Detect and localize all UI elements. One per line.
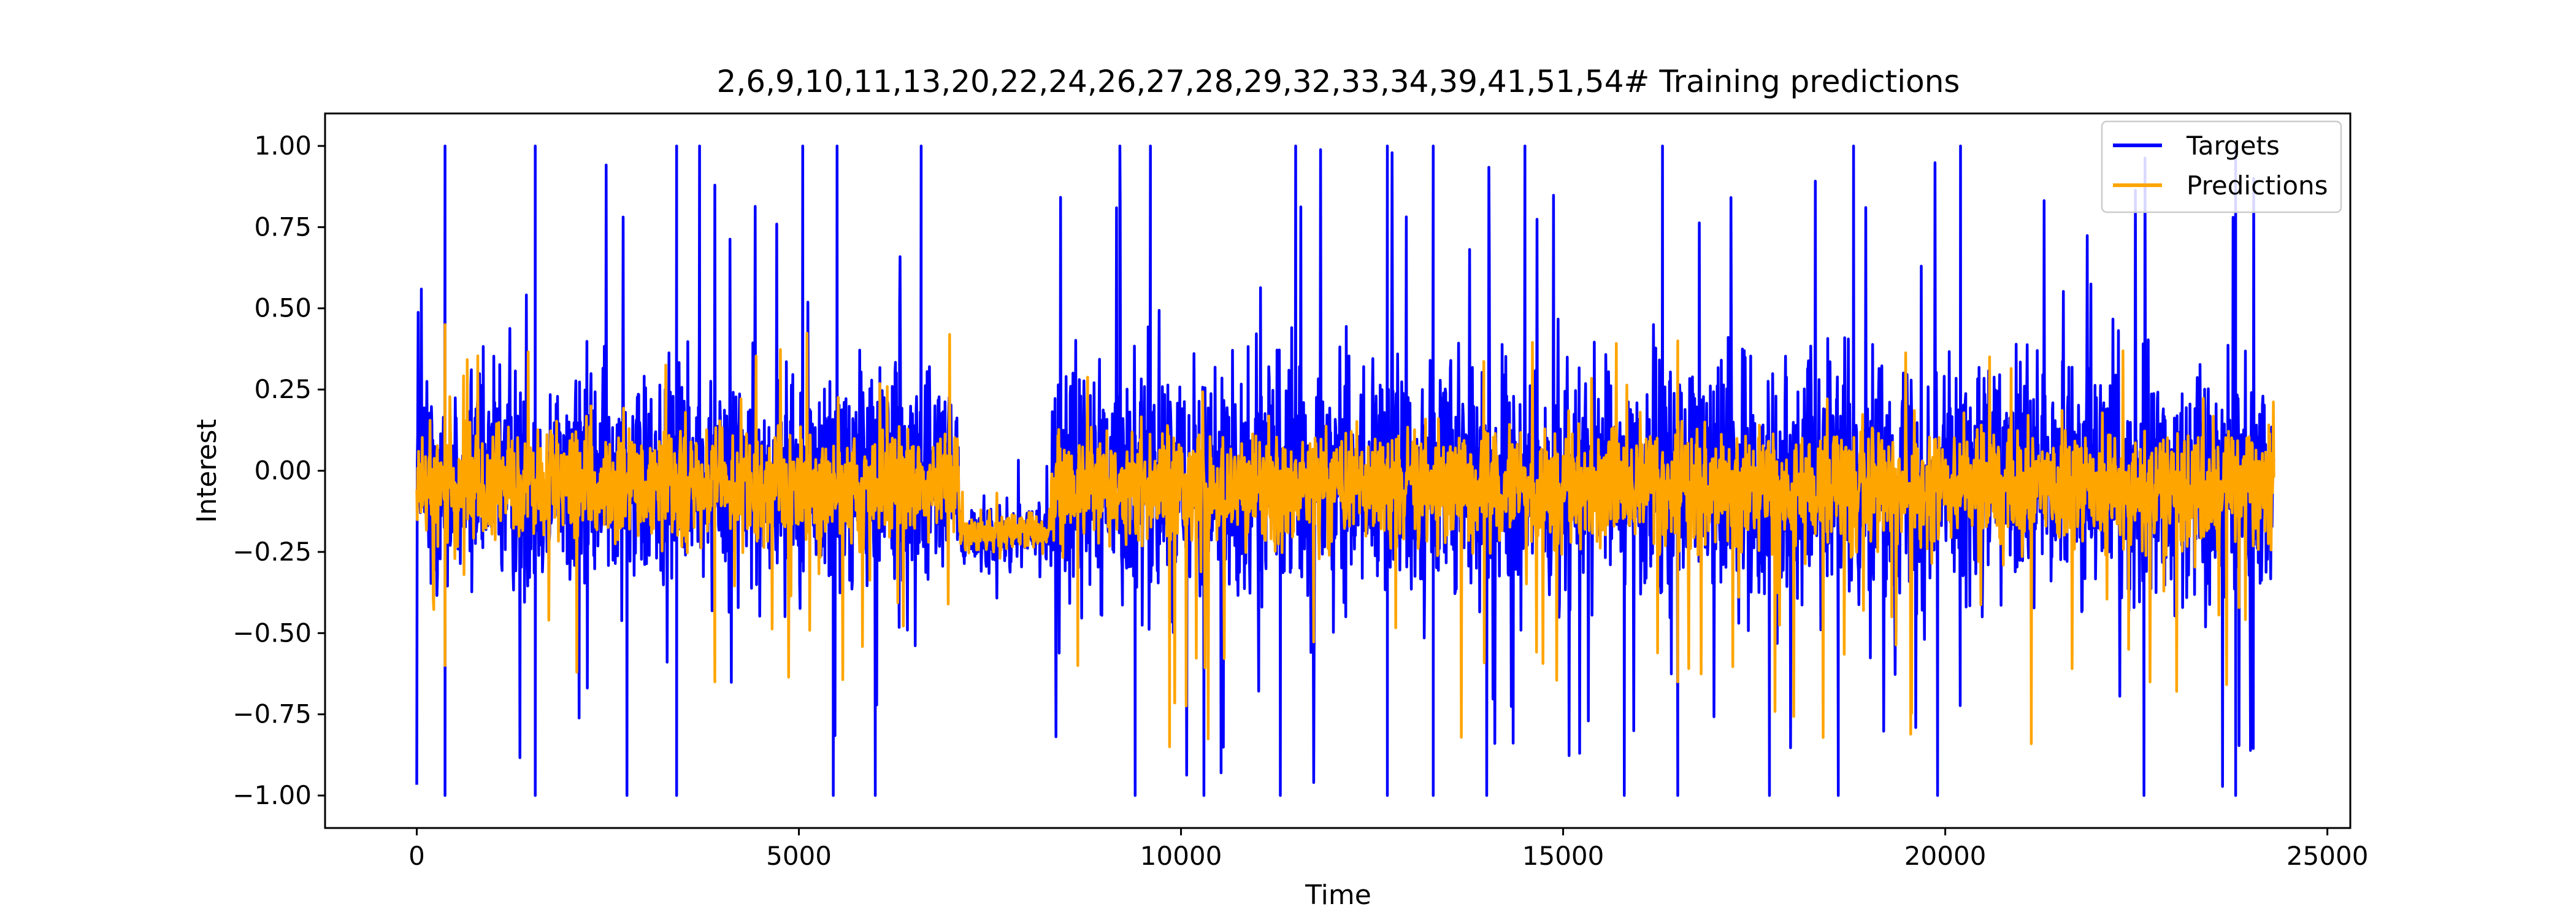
chart-title: 2,6,9,10,11,13,20,22,24,26,27,28,29,32,3… bbox=[717, 64, 1960, 99]
y-tick-label: 0.75 bbox=[254, 212, 312, 242]
x-tick-label: 25000 bbox=[2287, 841, 2369, 871]
y-tick-label: −0.75 bbox=[232, 699, 312, 729]
legend-label-predictions: Predictions bbox=[2187, 171, 2328, 201]
x-tick-label: 0 bbox=[408, 841, 425, 871]
y-tick-label: −1.00 bbox=[232, 780, 312, 810]
y-axis: −1.00 −0.75 −0.50 −0.25 0.00 0.25 0.50 0.75 1.00 bbox=[232, 131, 325, 810]
x-tick-label: 20000 bbox=[1904, 841, 1987, 871]
x-axis: 0 5000 10000 15000 20000 25000 bbox=[408, 828, 2368, 871]
y-tick-label: −0.25 bbox=[232, 537, 312, 567]
x-tick-label: 5000 bbox=[766, 841, 832, 871]
legend-label-targets: Targets bbox=[2186, 131, 2280, 161]
x-tick-label: 10000 bbox=[1140, 841, 1222, 871]
x-axis-label: Time bbox=[1305, 880, 1371, 911]
series-line-targets bbox=[415, 144, 2275, 797]
y-tick-label: 1.00 bbox=[254, 131, 312, 161]
legend: Targets Predictions bbox=[2101, 120, 2342, 213]
y-tick-label: 0.50 bbox=[254, 293, 312, 323]
y-axis-label: Interest bbox=[191, 419, 223, 523]
series-layer bbox=[415, 144, 2275, 797]
y-tick-label: 0.25 bbox=[254, 374, 312, 404]
x-tick-label: 15000 bbox=[1522, 841, 1604, 871]
y-tick-label: −0.50 bbox=[232, 618, 312, 648]
series-line-predictions bbox=[415, 323, 2275, 748]
y-tick-label: 0.00 bbox=[254, 456, 312, 486]
